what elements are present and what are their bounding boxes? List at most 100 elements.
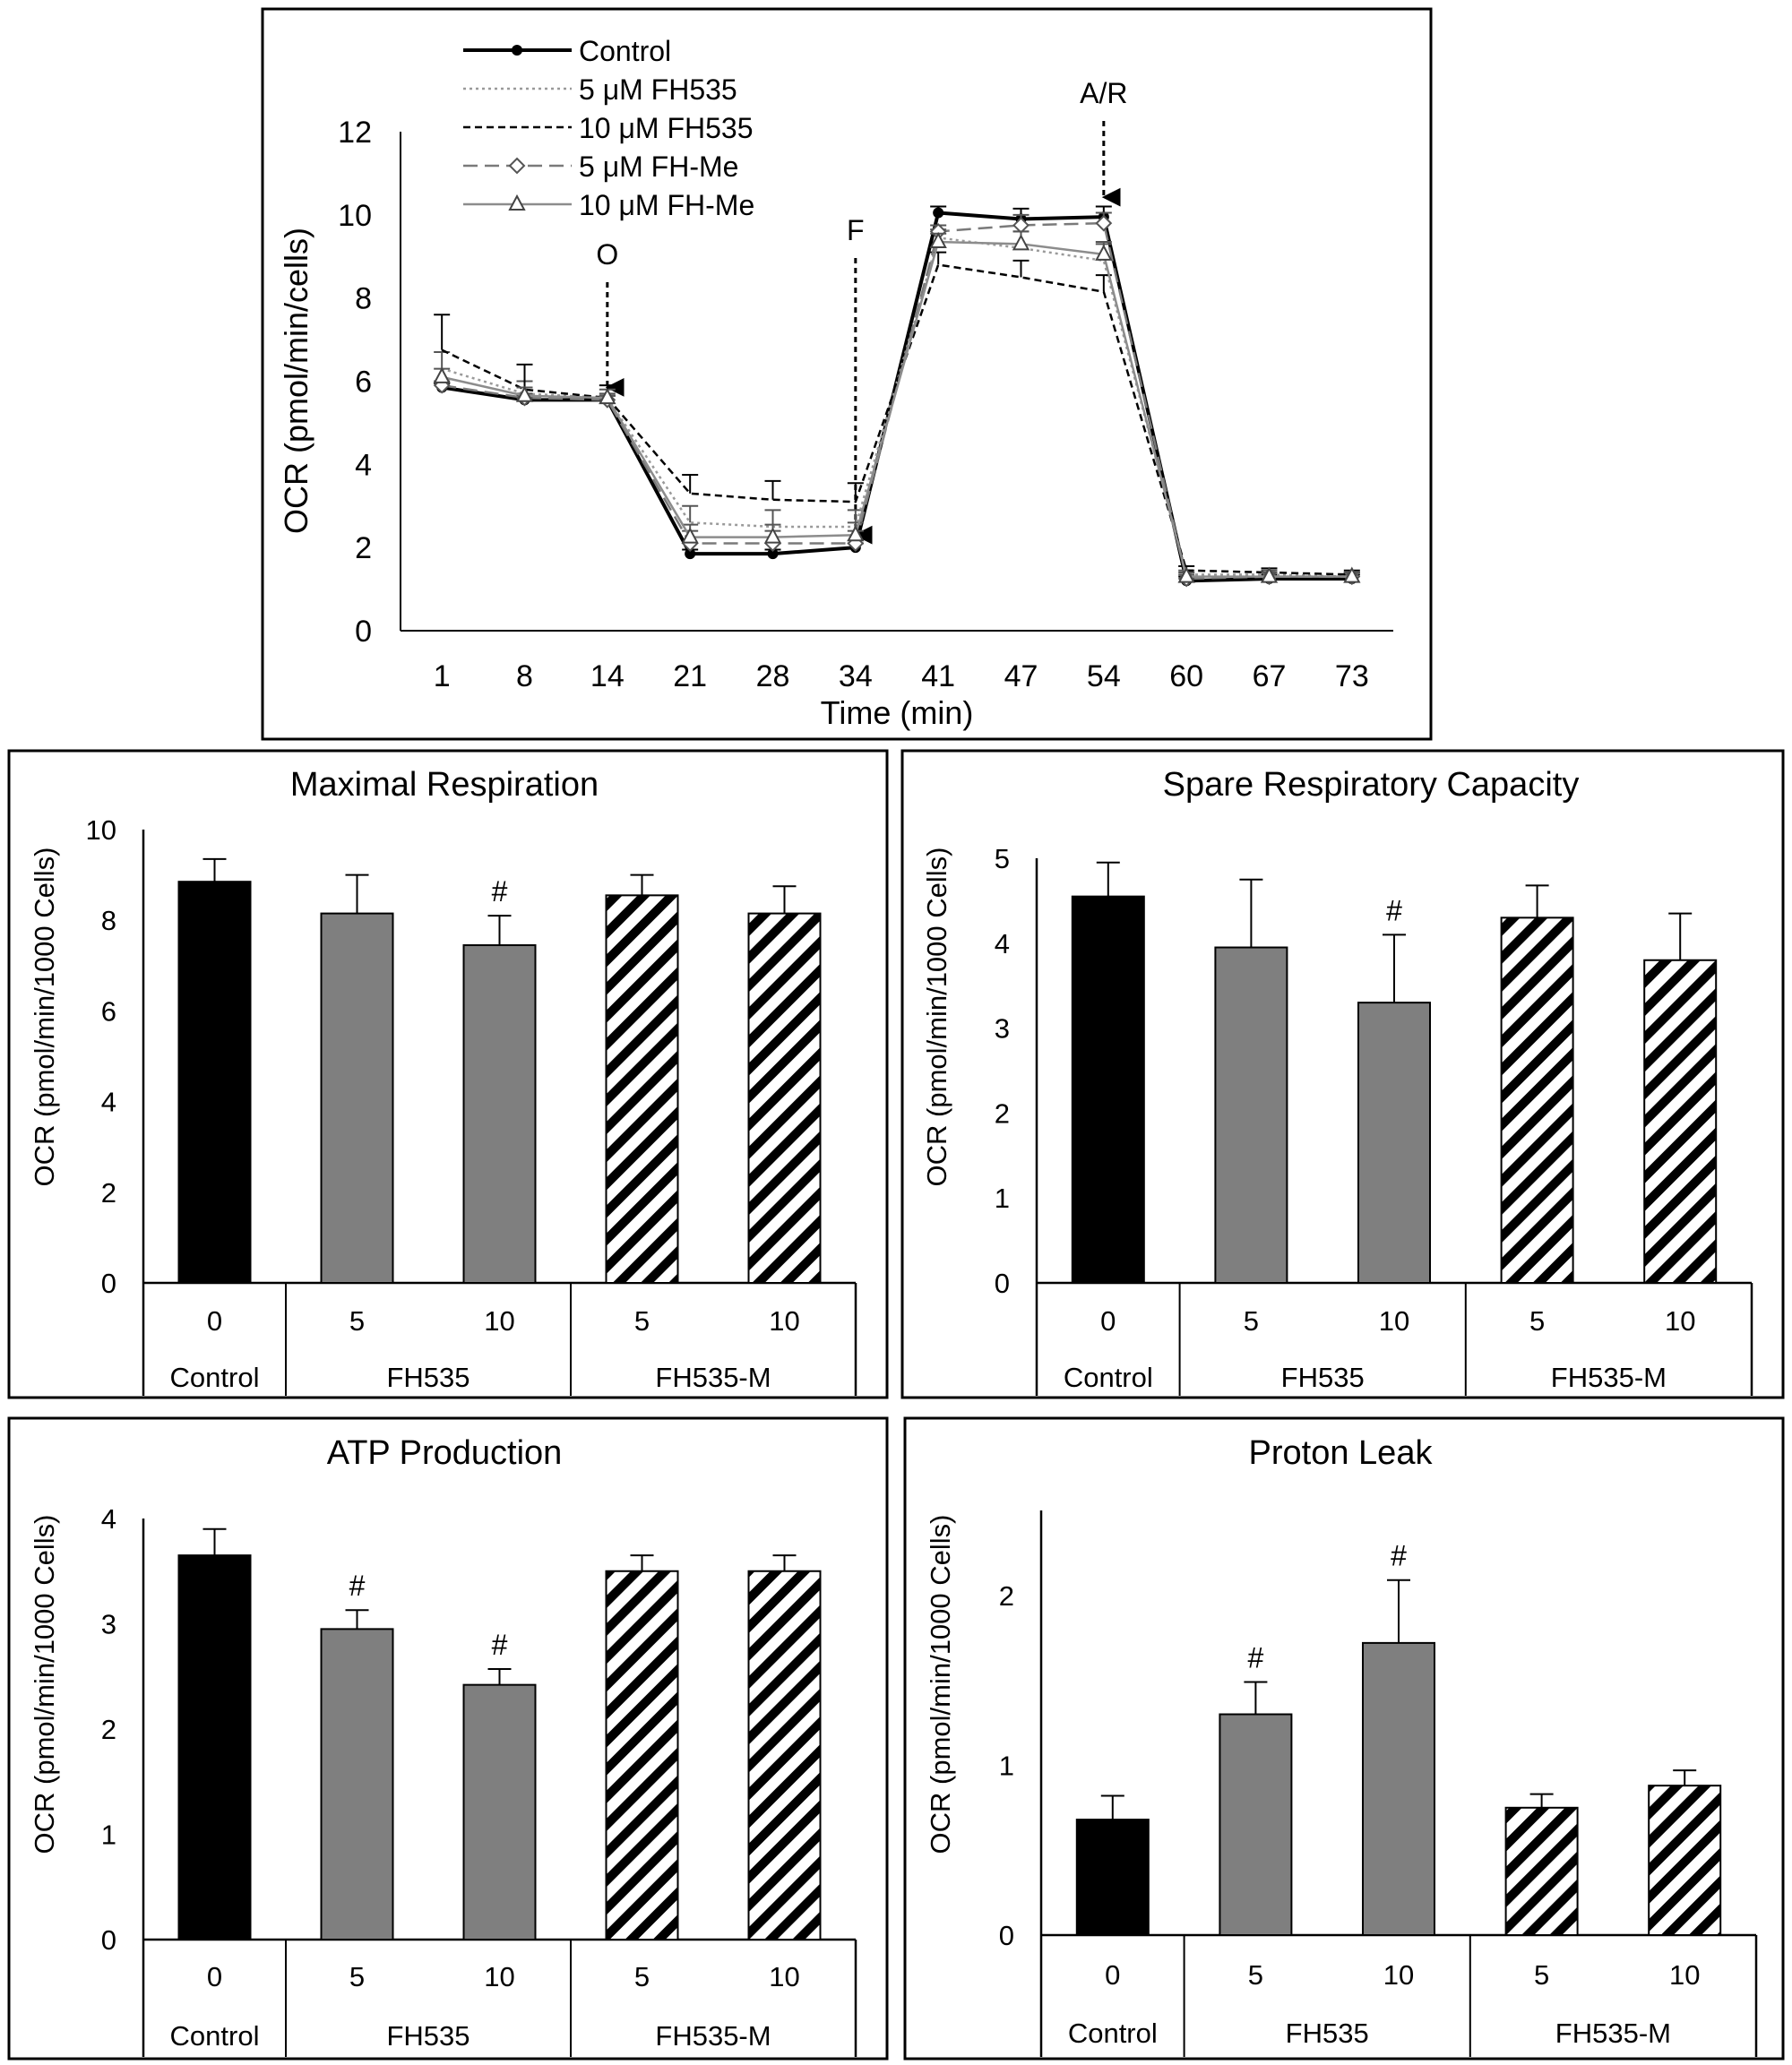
bar	[177, 881, 252, 1284]
group-label: FH535	[386, 2020, 470, 2052]
spare-capacity-frame	[900, 749, 1785, 1399]
group-label: FH535-M	[1555, 2018, 1671, 2049]
line-series-4	[433, 230, 1361, 583]
group-label: FH535-M	[655, 2020, 771, 2052]
category-label: 0	[1105, 1959, 1120, 1991]
category-label: 5	[349, 1961, 365, 1992]
bar	[1504, 1806, 1579, 1937]
line-x-tick-label: 28	[756, 659, 790, 693]
line-chart: 0 2 4 6 8 10 12 1 8 14 21 28 34 41 47 54 60 67 73 OCR (pm…	[278, 35, 1393, 731]
group-label: Control	[170, 1362, 260, 1393]
bar-y-tick-label: 2	[101, 1177, 116, 1209]
bar-y-tick-label: 8	[101, 905, 116, 936]
line-data-point	[763, 527, 782, 544]
significance-marker: #	[1386, 894, 1402, 926]
line-data-point	[433, 366, 451, 383]
line-x-tick-label: 60	[1169, 659, 1203, 693]
bar-y-tick-label: 1	[999, 1750, 1014, 1781]
category-label: 5	[634, 1961, 650, 1992]
line-data-point	[929, 231, 947, 249]
line-x-tick-label: 21	[673, 659, 707, 693]
maximal-respiration-title: Maximal Respiration	[290, 766, 599, 804]
atp-production-y-label: OCR (pmol/min/1000 Cells)	[29, 1515, 60, 1854]
category-label: 5	[1244, 1305, 1259, 1337]
line-data-point	[599, 387, 616, 405]
category-label: 0	[207, 1961, 222, 1992]
line-data-point	[1177, 566, 1195, 583]
line-data-point	[681, 527, 699, 544]
bar-y-tick-label: 1	[995, 1183, 1010, 1214]
legend-marker	[512, 45, 522, 56]
legend-marker	[508, 157, 526, 175]
line-data-point	[933, 207, 944, 219]
group-label: FH535-M	[655, 1362, 771, 1393]
line-series-path	[441, 236, 1352, 578]
bar	[1071, 895, 1145, 1284]
maximal-respiration-y-label: OCR (pmol/min/1000 Cells)	[29, 848, 60, 1187]
bar	[1500, 916, 1574, 1284]
group-label: FH535	[386, 1362, 470, 1393]
bar-y-tick-label: 4	[995, 928, 1010, 959]
group-label: Control	[1064, 1362, 1153, 1393]
bar	[462, 944, 537, 1285]
annotation-label: O	[596, 238, 618, 271]
bar-y-tick-label: 6	[101, 995, 116, 1027]
line-y-tick-label: 6	[355, 366, 372, 400]
atp-production-frame	[7, 1416, 889, 2061]
line-data-point	[1095, 214, 1113, 232]
line-chart-x-label: Time (min)	[821, 694, 974, 731]
bar	[1075, 1819, 1150, 1937]
spare-capacity-y-label: OCR (pmol/min/1000 Cells)	[921, 848, 952, 1187]
significance-marker: #	[492, 1629, 508, 1661]
line-series-path	[441, 240, 1352, 578]
line-y-tick-label: 4	[355, 448, 372, 482]
category-label: 10	[769, 1961, 799, 1992]
category-label: 5	[634, 1305, 650, 1337]
category-label: 0	[1100, 1305, 1116, 1337]
proton-leak-title: Proton Leak	[1249, 1434, 1434, 1472]
bar	[747, 912, 822, 1284]
line-x-tick-label: 47	[1004, 659, 1038, 693]
legend-entry: 5 μM FH535	[463, 73, 737, 106]
legend-entry: 5 μM FH-Me	[463, 151, 738, 183]
group-label: FH535	[1286, 2018, 1369, 2049]
significance-marker: #	[1248, 1641, 1264, 1674]
category-label: 10	[1669, 1959, 1700, 1991]
atp-production-title: ATP Production	[327, 1434, 563, 1472]
legend-entry: Control	[463, 35, 671, 67]
proton-leak-frame	[903, 1416, 1785, 2061]
bar-y-tick-label: 0	[101, 1268, 116, 1299]
category-label: 5	[349, 1305, 365, 1337]
bar-y-tick-label: 0	[999, 1920, 1014, 1951]
category-label: 0	[207, 1305, 222, 1337]
category-label: 10	[769, 1305, 799, 1337]
bar-y-tick-label: 3	[995, 1013, 1010, 1045]
legend-label: 5 μM FH535	[579, 73, 737, 106]
legend-label: Control	[579, 35, 671, 67]
line-x-tick-label: 14	[590, 659, 625, 693]
annotation-label: F	[847, 214, 865, 246]
group-label: FH535	[1281, 1362, 1365, 1393]
line-chart-frame	[261, 7, 1433, 741]
bar-y-tick-label: 2	[999, 1580, 1014, 1612]
category-label: 10	[1379, 1305, 1409, 1337]
line-x-tick-label: 54	[1087, 659, 1121, 693]
maximal-respiration-frame	[7, 749, 889, 1399]
line-y-tick-label: 12	[338, 116, 372, 150]
category-label: 5	[1248, 1959, 1263, 1991]
bar-y-tick-label: 10	[86, 814, 116, 846]
category-label: 10	[484, 1961, 514, 1992]
bar	[1362, 1641, 1435, 1936]
category-label: 5	[1534, 1959, 1549, 1991]
category-label: 5	[1529, 1305, 1545, 1337]
group-label: Control	[1068, 2018, 1158, 2049]
bar-y-tick-label: 3	[101, 1609, 116, 1640]
line-x-tick-label: 41	[921, 659, 955, 693]
legend-entry: 10 μM FH535	[463, 112, 754, 144]
bar	[1219, 1713, 1293, 1937]
group-label: Control	[170, 2020, 260, 2052]
line-data-point	[1343, 566, 1361, 583]
group-label: FH535-M	[1551, 1362, 1667, 1393]
category-label: 10	[1665, 1305, 1695, 1337]
